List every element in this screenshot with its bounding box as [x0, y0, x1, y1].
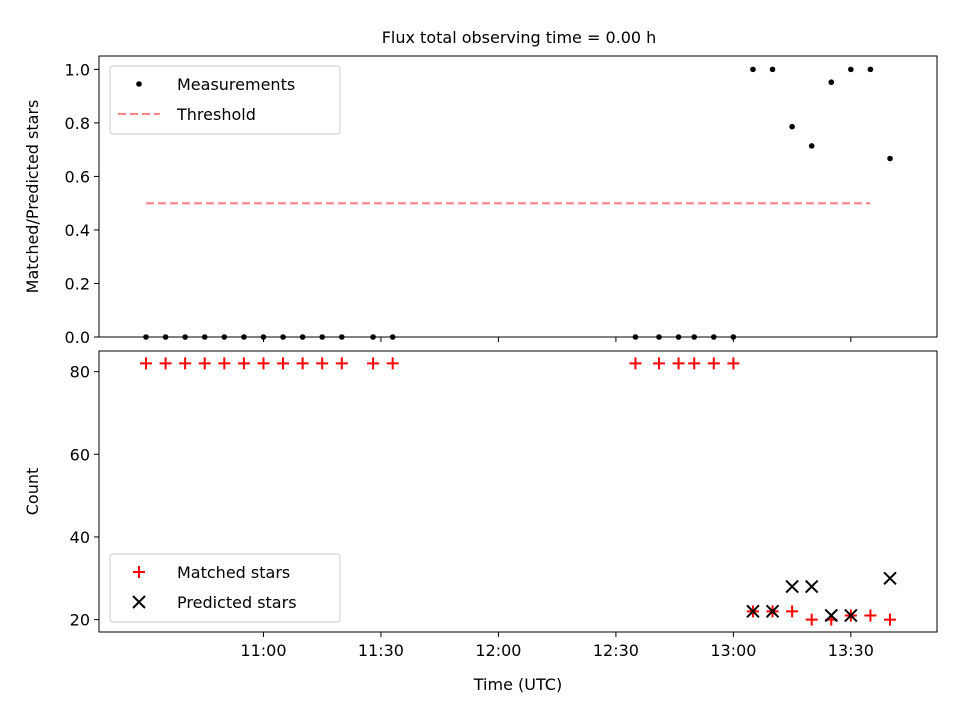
measurement-point [730, 334, 737, 340]
matched-star-point [786, 605, 799, 618]
measurement-point [338, 334, 345, 340]
x-tick-label: 13:00 [710, 641, 756, 660]
predicted-star-point [824, 608, 838, 623]
count-panel: 20 40 60 80 11:00 11:30 12:00 12:30 13:00 13:30 Co… [23, 350, 938, 694]
y-axis-label: Matched/Predicted stars [23, 100, 42, 294]
measurement-point [370, 334, 376, 340]
measurement-point [691, 334, 698, 340]
measurement-point [808, 143, 815, 149]
y-tick-label: 0.6 [65, 167, 90, 186]
matched-star-point [864, 609, 877, 622]
legend-label: Measurements [177, 75, 295, 94]
x-tick-label: 11:30 [358, 641, 404, 660]
y-tick-label: 0.0 [65, 328, 90, 347]
chart-title: Flux total observing time = 0.00 h [382, 28, 657, 47]
measurement-point [162, 334, 169, 340]
matched-star-point [179, 357, 192, 370]
measurement-point [887, 155, 893, 162]
x-tick-label: 11:00 [240, 641, 286, 660]
measurement-point [828, 79, 835, 86]
matched-star-point [198, 357, 211, 370]
matched-star-point [672, 357, 685, 370]
measurement-point [201, 334, 208, 340]
legend-label: Predicted stars [177, 593, 297, 612]
matched-star-point [237, 357, 250, 370]
measurement-point [632, 334, 639, 340]
legend-box [109, 65, 341, 135]
matched-star-point [296, 357, 309, 370]
matched-star-point [652, 357, 665, 370]
axes-frame [98, 55, 938, 338]
y-axis-label: Count [23, 468, 42, 516]
y-tick-label: 0.2 [65, 274, 90, 293]
predicted-star-point [883, 571, 897, 585]
x-axis-label: Time (UTC) [473, 675, 562, 694]
y-tick-label: 20 [70, 611, 90, 630]
measurement-point [656, 334, 662, 340]
matched-star-point [707, 357, 720, 370]
matched-star-point [386, 357, 399, 370]
matched-star-point [727, 357, 740, 370]
x-tick-label: 13:30 [828, 641, 874, 660]
legend-label: Matched stars [177, 563, 290, 582]
matched-star-point [688, 357, 701, 370]
matched-star-point [805, 613, 818, 626]
measurement-point [789, 123, 795, 130]
matched-star-point [257, 357, 270, 370]
matched-star-point [218, 357, 231, 370]
y-tick-label: 60 [70, 445, 90, 464]
y-tick-label: 80 [70, 363, 90, 382]
matched-star-point [139, 357, 152, 370]
y-tick-label: 40 [70, 528, 90, 547]
matched-star-point [367, 357, 380, 370]
measurement-point [260, 334, 267, 340]
ratio-panel: 0.0 0.2 0.4 0.6 0.8 1.0 Matched/Predicted star… [23, 55, 938, 347]
measurement-point [221, 334, 228, 340]
measurement-point [389, 334, 396, 340]
axes-frame [98, 350, 938, 633]
measurement-point [867, 66, 874, 73]
predicted-star-point [765, 604, 780, 619]
x-tick-label: 12:00 [475, 641, 521, 660]
legend-box [109, 553, 341, 623]
predicted-star-point [746, 604, 760, 619]
matched-star-point [629, 357, 642, 370]
y-tick-label: 1.0 [65, 60, 90, 79]
measurement-point [319, 334, 326, 340]
predicted-star-point [844, 608, 858, 623]
matched-star-point [335, 357, 348, 370]
legend-plus-icon [133, 566, 145, 578]
y-tick-label: 0.4 [65, 221, 90, 240]
legend-dot-icon [136, 81, 142, 87]
matched-star-point [277, 357, 290, 370]
predicted-star-point [785, 579, 799, 594]
matched-star-point [316, 357, 329, 370]
measurement-point [143, 334, 149, 340]
measurement-point [241, 334, 247, 340]
measurement-point [299, 334, 306, 340]
predicted-star-point [804, 579, 819, 594]
legend-label: Threshold [176, 105, 256, 124]
matched-star-point [884, 613, 897, 626]
measurement-point [750, 66, 756, 73]
measurement-point [182, 334, 188, 340]
measurement-point [710, 334, 717, 340]
x-tick-label: 12:30 [593, 641, 639, 660]
y-tick-label: 0.8 [65, 114, 90, 133]
matched-star-point [159, 357, 172, 370]
measurement-point [675, 334, 682, 340]
measurement-point [769, 66, 776, 73]
legend-x-icon [132, 595, 146, 609]
measurement-point [848, 66, 854, 73]
measurement-point [280, 334, 286, 340]
